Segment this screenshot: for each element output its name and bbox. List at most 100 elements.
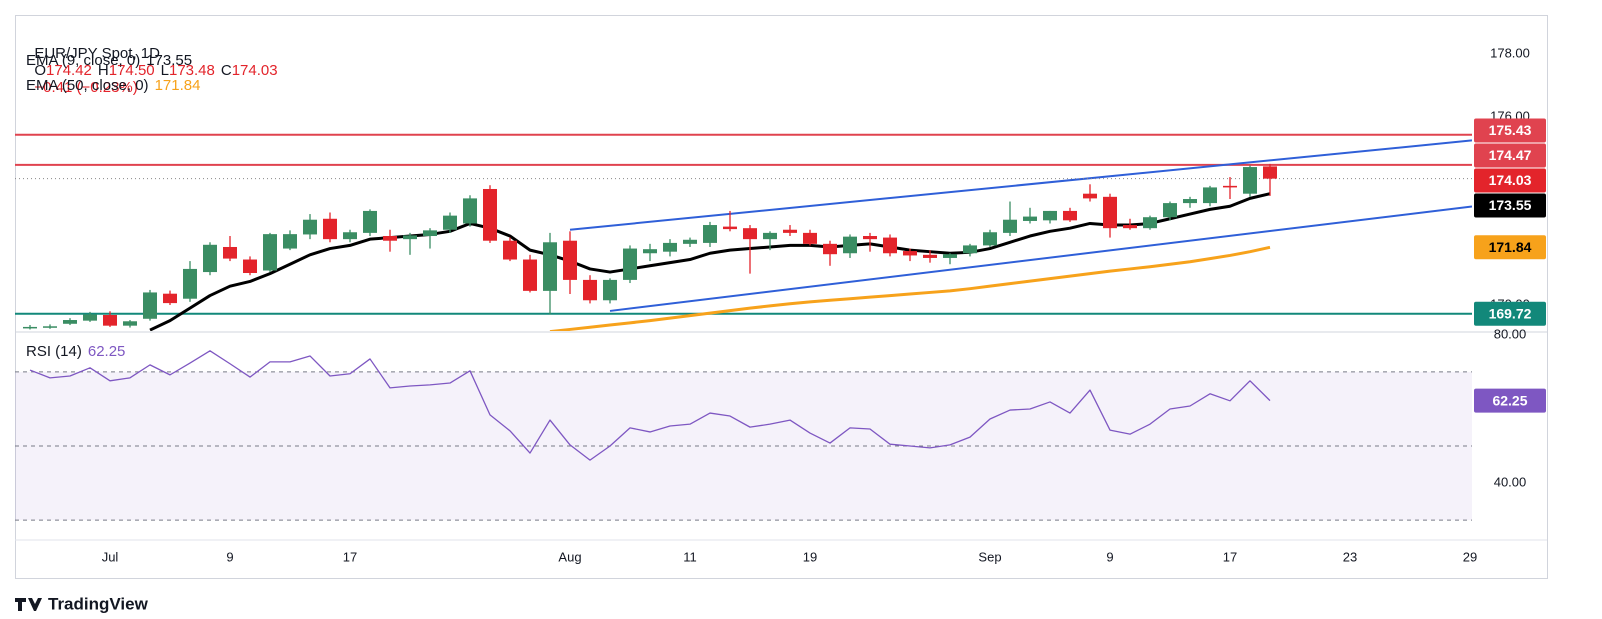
x-tick-label: 29 — [1463, 549, 1477, 564]
badge-bg — [1474, 301, 1546, 326]
candle-body — [643, 249, 657, 254]
candle-body — [523, 259, 537, 291]
candle-body — [763, 232, 777, 240]
candle-body — [803, 232, 817, 244]
trend-line — [609, 205, 1472, 312]
ohlc-key: H — [97, 62, 109, 79]
x-tick-label: 23 — [1343, 549, 1357, 564]
candle-body — [443, 215, 457, 230]
candle-body — [423, 230, 437, 237]
candle-body — [183, 268, 197, 299]
candle-body — [363, 210, 377, 233]
badge-bg — [1474, 388, 1546, 413]
price-pane — [15, 133, 1472, 331]
candle-body — [1183, 199, 1197, 204]
candle-body — [823, 243, 837, 255]
candle-body — [1223, 185, 1237, 188]
badge-label: 175.43 — [1489, 122, 1532, 138]
candle-body — [1063, 210, 1077, 221]
symbol: EUR/JPY Spot, 1D — [34, 45, 160, 62]
candle-body — [683, 239, 697, 244]
x-tick-label: 17 — [343, 549, 357, 564]
price-badge: 174.47 — [1474, 143, 1546, 168]
candle-body — [623, 248, 637, 280]
candle-body — [1263, 166, 1277, 179]
candle-body — [923, 254, 937, 258]
x-tick-label: 11 — [683, 549, 697, 564]
price-badge: 171.84 — [1474, 235, 1546, 260]
ohlc-value: 174.42 — [46, 62, 92, 79]
legend-name: RSI (14) — [26, 343, 82, 360]
ema9-legend: EMA (9, close, 0) 173.55 — [26, 52, 198, 69]
price-badge: 62.25 — [1474, 388, 1546, 413]
legend-value: 173.55 — [146, 52, 193, 69]
badge-bg — [1474, 235, 1546, 260]
frame — [15, 15, 1548, 579]
badge-bg — [1474, 143, 1546, 168]
candle-body — [1003, 219, 1017, 233]
x-tick-label: 17 — [1223, 549, 1237, 564]
candle-body — [983, 232, 997, 246]
symbol-legend: EUR/JPY Spot, 1D O174.42 H174.50 L173.48 C1… — [26, 28, 290, 96]
candle-body — [263, 234, 277, 271]
legend-name: EMA (50, close, 0) — [26, 77, 149, 94]
candle-body — [483, 188, 497, 241]
candle-body — [1203, 187, 1217, 204]
badge-label: 174.03 — [1489, 172, 1532, 188]
trend-line — [569, 139, 1472, 231]
candle-body — [63, 320, 77, 324]
candle-body — [963, 245, 977, 254]
x-tick-label: 9 — [226, 549, 233, 564]
candle-body — [563, 240, 577, 280]
candle-body — [863, 236, 877, 240]
badge-label: 62.25 — [1492, 392, 1527, 408]
ohlc-value: 174.03 — [231, 62, 278, 79]
x-tick-label: Aug — [558, 549, 581, 564]
candle-body — [703, 225, 717, 243]
ohlc-key: L — [160, 62, 169, 79]
rsi-legend: RSI (14) 62.25 — [26, 343, 131, 360]
candle-body — [323, 218, 337, 240]
price-badge: 169.72 — [1474, 301, 1546, 326]
candle-body — [163, 293, 177, 304]
candle-body — [43, 326, 57, 328]
rsi-pane — [15, 350, 1472, 521]
candle-body — [1123, 225, 1137, 229]
candle-body — [883, 237, 897, 254]
candle-body — [403, 235, 417, 240]
x-tick-label: Sep — [978, 549, 1001, 564]
ohlc-item: O174.42 — [34, 62, 92, 79]
badge-label: 173.55 — [1489, 197, 1532, 213]
candle-body — [903, 251, 917, 256]
x-tick-label: Jul — [102, 549, 119, 564]
candle-body — [123, 321, 137, 326]
candle-body — [283, 234, 297, 249]
candle-body — [1143, 217, 1157, 229]
candle-body — [603, 279, 617, 301]
legend-name: EMA (9, close, 0) — [26, 52, 141, 69]
candle-body — [843, 236, 857, 254]
x-tick-label: 19 — [803, 549, 817, 564]
badge-label: 174.47 — [1489, 147, 1532, 163]
candle-body — [943, 254, 957, 258]
ema-line — [549, 245, 1271, 331]
candle-body — [103, 315, 117, 326]
change: −0.41 (−0.23%) — [34, 79, 138, 96]
ohlc-item: L173.48 — [161, 62, 215, 79]
candle-body — [543, 242, 557, 291]
candle-body — [1083, 193, 1097, 199]
x-tick-label: 9 — [1106, 549, 1113, 564]
candle-body — [743, 228, 757, 240]
candle-body — [1023, 216, 1037, 221]
candle-body — [583, 279, 597, 301]
price-badge: 173.55 — [1474, 193, 1546, 218]
price-badge: 174.03 — [1474, 168, 1546, 193]
candle-body — [383, 236, 397, 241]
ohlc-item: H174.50 — [98, 62, 155, 79]
candle-body — [303, 219, 317, 235]
candle-body — [143, 292, 157, 319]
candle-body — [243, 259, 257, 274]
badge-bg — [1474, 118, 1546, 143]
ohlc-value: 173.48 — [168, 62, 215, 79]
y-tick-label: 178.00 — [1490, 46, 1530, 61]
